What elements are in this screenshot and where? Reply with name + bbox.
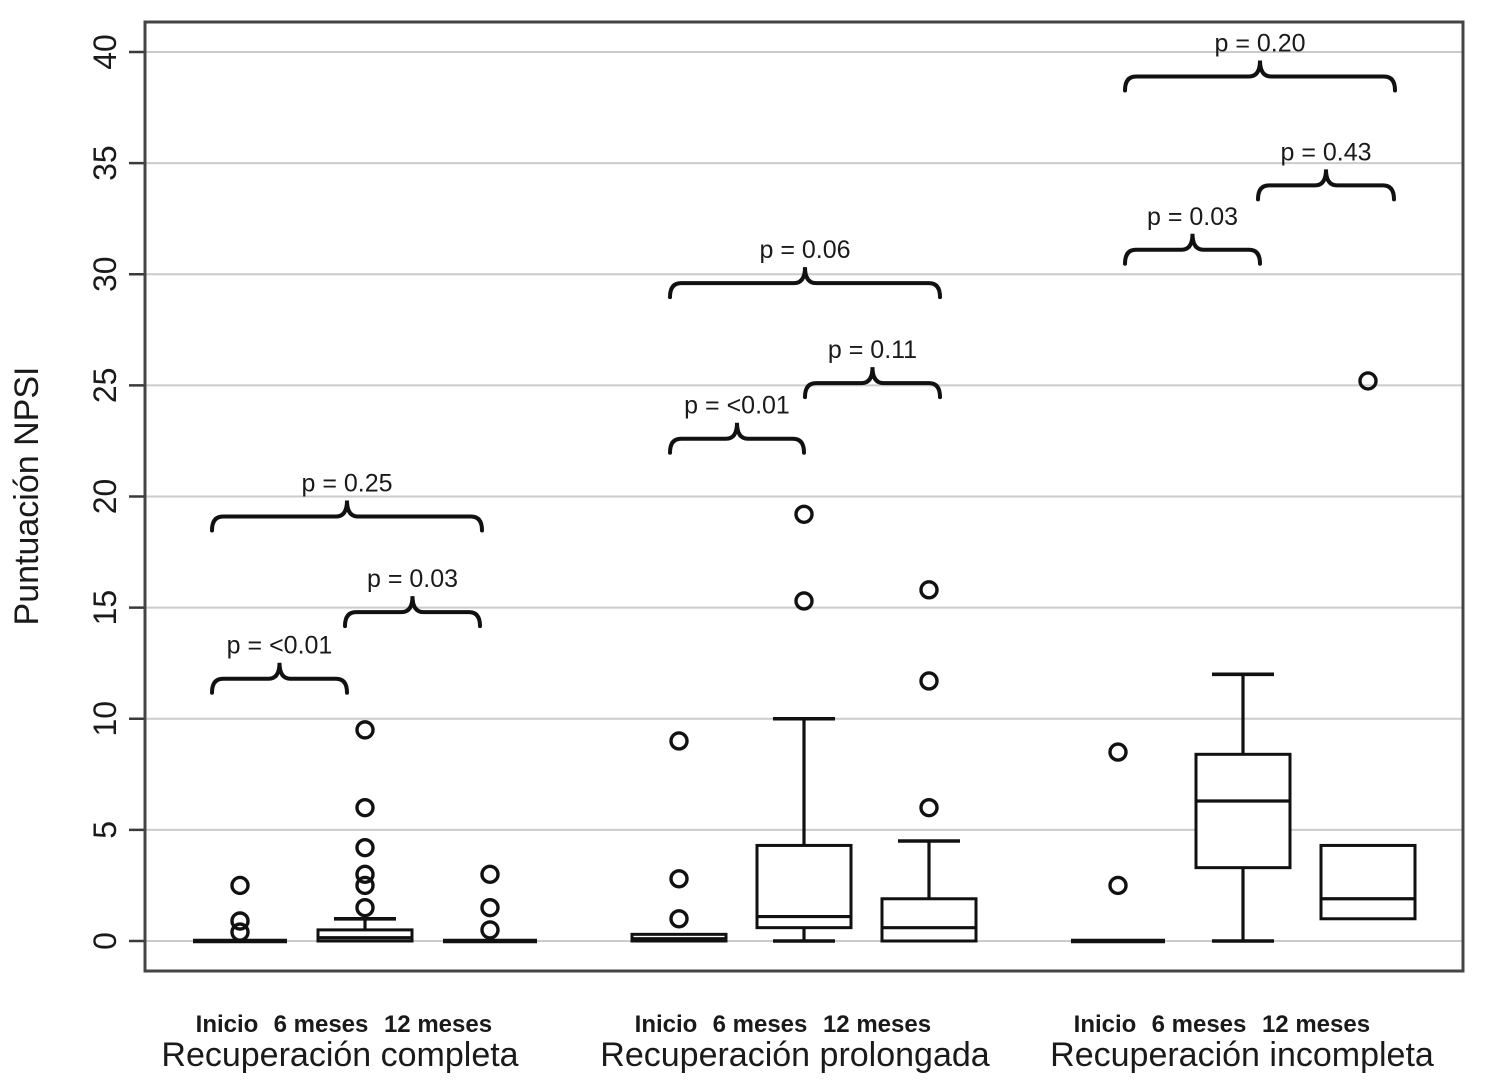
significance-bracket [668,422,806,455]
outlier-point [669,869,689,889]
x-tick-label: Inicio [196,1011,259,1038]
x-tick-label: 12 meses [823,1011,931,1038]
outlier-point [355,797,375,818]
outlier-point [230,922,250,942]
outlier-point [794,504,814,524]
outlier-point [480,897,500,918]
boxplot-6-meses [755,504,853,943]
box-iqr [316,928,414,943]
outlier-point [230,875,250,896]
significance-bracket [1256,169,1396,202]
plot-border [143,20,1465,973]
y-tick-label-15: 15 [87,590,123,626]
outlier-point [1108,742,1128,762]
boxplot-12-meses [880,580,978,943]
x-tick-label: Inicio [1074,1011,1137,1038]
y-tick-label-20: 20 [87,479,123,515]
significance-bracket [1123,60,1397,93]
x-tick-label: Inicio [635,1011,698,1038]
y-tick-label-10: 10 [87,701,123,737]
boxplot-6-meses [1194,672,1292,943]
outlier-point [669,909,689,929]
outlier-point [355,897,375,918]
outlier-point [355,875,375,896]
p-value-label: p = 0.03 [367,565,458,593]
p-value-label: p = 0.11 [828,336,917,364]
y-tick-label-35: 35 [87,145,123,181]
group-label: Recuperación prolongada [600,1036,989,1074]
p-value-label: p = 0.06 [759,236,850,264]
group-label: Recuperación incompleta [1050,1036,1434,1074]
p-value-label: p = 0.25 [301,470,392,498]
outlier-point [480,920,500,940]
group-label: Recuperación completa [161,1036,518,1074]
y-tick-label-25: 25 [87,368,123,404]
significance-bracket [210,500,484,533]
boxplot-Inicio [1071,742,1165,944]
annotation-layer: p = <0.01 p = 0.03 p = 0.25 p = <0.01 p = 0.… [210,29,1397,695]
data-layer [193,371,1417,944]
outlier-point [355,864,375,885]
box-iqr [1319,843,1417,921]
box-iqr [1194,752,1292,870]
outlier-point [919,797,939,818]
box-iqr [755,843,853,930]
x-tick-label: 12 meses [1262,1011,1370,1038]
outlier-point [1358,371,1378,391]
grid-layer [145,51,1463,942]
outlier-point [919,580,939,600]
y-tick-label-5: 5 [87,821,123,839]
p-value-label: p = <0.01 [684,392,790,420]
significance-bracket [668,267,942,300]
significance-bracket [803,367,942,400]
x-tick-label: 12 meses [384,1011,492,1038]
significance-bracket [1123,233,1262,266]
outlier-point [355,837,375,858]
x-tick-label: 6 meses [274,1011,369,1038]
y-tick-label-30: 30 [87,256,123,292]
y-tick-label-0: 0 [87,932,123,950]
outlier-point [230,911,250,931]
outlier-point [919,671,939,691]
outlier-point [669,731,689,751]
x-tick-label: 6 meses [713,1011,808,1038]
p-value-label: p = 0.43 [1280,138,1371,166]
boxplot-12-meses [443,864,537,944]
x-tick-label: 6 meses [1152,1011,1247,1038]
boxplot-6-meses [316,720,414,943]
outlier-point [1108,875,1128,896]
outlier-point [480,864,500,885]
box-iqr [880,897,978,943]
p-value-label: p = 0.20 [1214,29,1305,57]
y-axis-title: Puntuación NPSI [8,367,46,626]
boxplot-Inicio [193,875,287,944]
outlier-point [355,720,375,740]
outlier-point [794,591,814,611]
significance-bracket [210,662,349,695]
p-value-label: p = 0.03 [1147,203,1238,231]
boxplot-12-meses [1319,371,1417,921]
y-tick-label-40: 40 [87,34,123,70]
boxplot-Inicio [630,731,728,943]
p-value-label: p = <0.01 [227,632,333,660]
significance-bracket [343,596,482,629]
